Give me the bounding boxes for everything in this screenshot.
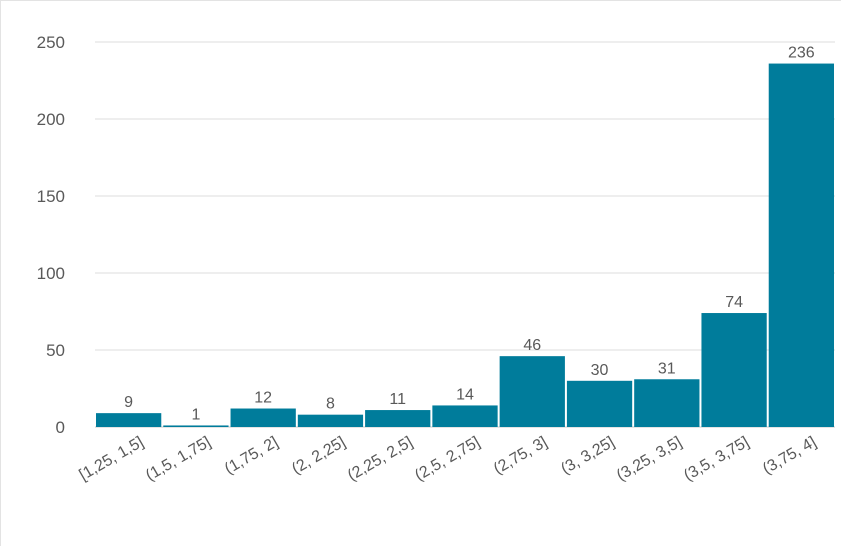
x-tick-label: (3,75, 4]	[760, 434, 819, 478]
x-tick-label: (2,5, 2,75]	[412, 434, 483, 485]
bar-value-label: 31	[658, 360, 676, 377]
y-tick-label: 50	[46, 341, 65, 360]
bar-value-label: 46	[523, 337, 541, 354]
y-tick-label: 250	[37, 33, 65, 52]
bar	[365, 410, 431, 427]
data-labels: 9 1 12 8 11 14 46 30 31 74 236	[124, 45, 815, 424]
x-tick-label: (3, 3,25]	[558, 434, 617, 478]
x-tick-label: (3,5, 3,75]	[681, 434, 752, 485]
x-tick-label: (2,25, 2,5]	[345, 434, 416, 485]
x-tick-label: (2, 2,25]	[289, 434, 348, 478]
x-tick-label: (2,75, 3]	[491, 434, 550, 478]
y-axis-ticks: 0 50 100 150 200 250	[37, 33, 65, 437]
bar	[634, 379, 700, 427]
y-tick-label: 200	[37, 110, 65, 129]
bar	[566, 380, 633, 427]
bar	[768, 63, 834, 428]
bar	[701, 313, 767, 427]
x-tick-label: (3,25, 3,5]	[614, 434, 685, 485]
x-tick-label: (1,5, 1,75]	[143, 434, 214, 485]
bars	[96, 63, 834, 428]
bar	[163, 425, 229, 427]
bar-value-label: 74	[725, 294, 743, 311]
bar	[96, 413, 162, 427]
x-axis-ticks: [1,25, 1,5](1,5, 1,75] (1,75, 2] (2, 2,25]…	[76, 434, 819, 485]
bar-value-label: 9	[124, 394, 133, 411]
bar	[432, 405, 498, 427]
bar-value-label: 8	[326, 396, 335, 413]
bar	[297, 414, 364, 427]
bar-value-label: 236	[788, 45, 815, 62]
bar-value-label: 30	[591, 362, 609, 379]
x-tick-label: (1,75, 2]	[222, 434, 281, 478]
bar	[499, 356, 565, 427]
bar-value-label: 11	[389, 391, 406, 408]
x-tick-label: [1,25, 1,5]	[76, 434, 146, 484]
bar-value-label: 1	[191, 406, 200, 423]
y-tick-label: 0	[56, 418, 65, 437]
y-tick-label: 100	[37, 264, 65, 283]
bar-value-label: 12	[254, 390, 272, 407]
bar	[230, 408, 296, 427]
y-tick-label: 150	[37, 187, 65, 206]
bar-value-label: 14	[456, 386, 474, 403]
